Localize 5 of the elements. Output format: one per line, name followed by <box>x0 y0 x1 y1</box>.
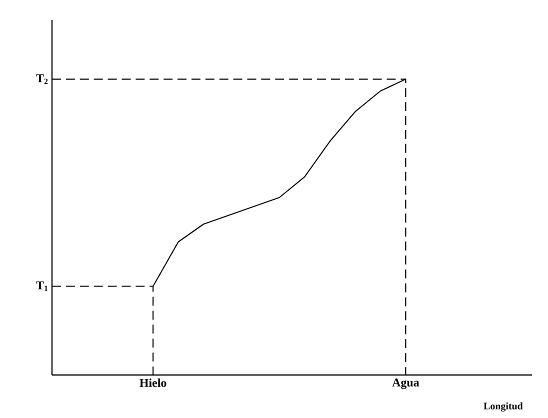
ref-line-label: T$_{2}$ <box>36 74 48 84</box>
x-axis-title: Longitud <box>484 402 523 412</box>
ref-line-label: T$_{1}$ <box>36 281 48 292</box>
x-tick-label: Hielo <box>140 378 166 387</box>
x-tick-label: Agua <box>392 378 420 390</box>
